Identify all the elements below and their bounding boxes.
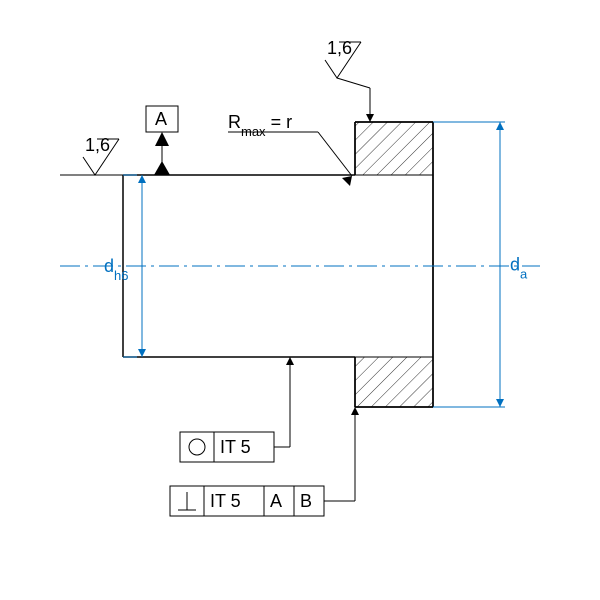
svg-text:A: A	[155, 109, 167, 129]
svg-text:1,6: 1,6	[327, 38, 352, 58]
svg-text:dh6: dh6	[104, 256, 128, 283]
svg-text:Rmax = r: Rmax = r	[228, 112, 292, 139]
svg-text:IT 5: IT 5	[210, 491, 241, 511]
svg-text:IT 5: IT 5	[220, 437, 251, 457]
svg-text:B: B	[300, 491, 312, 511]
svg-text:da: da	[510, 255, 528, 282]
svg-text:1,6: 1,6	[85, 135, 110, 155]
svg-text:A: A	[270, 491, 282, 511]
